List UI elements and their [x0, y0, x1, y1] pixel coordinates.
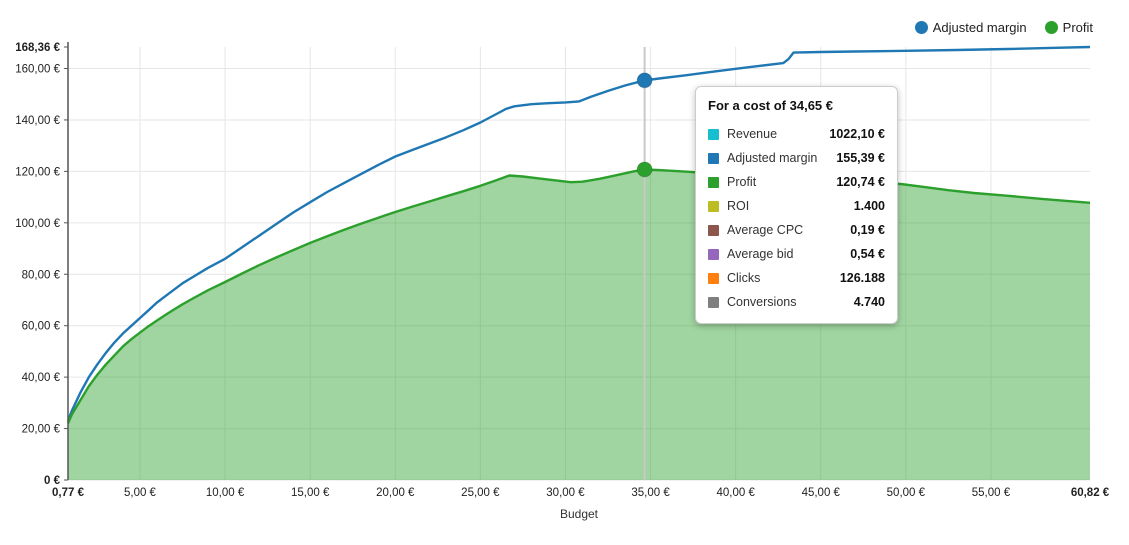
legend-item-adjusted-margin[interactable]: Adjusted margin	[914, 20, 1027, 35]
x-tick-label: 20,00 €	[376, 487, 415, 499]
tooltip-row-label: Average bid	[727, 247, 794, 261]
tooltip-row-label: Adjusted margin	[727, 151, 818, 165]
x-tick-label: 15,00 €	[291, 487, 330, 499]
tooltip-row-average-bid: Average bid 0,54 €	[708, 242, 885, 266]
tooltip-row-value: 155,39 €	[836, 151, 885, 165]
y-tick-label: 120,00 €	[15, 166, 60, 178]
tooltip-row-value: 4.740	[853, 295, 885, 309]
series-swatch-icon	[708, 296, 719, 308]
tooltip-row-label: Conversions	[727, 295, 797, 309]
tooltip-row-profit: Profit 120,74 €	[708, 170, 885, 194]
y-tick-label: 140,00 €	[15, 115, 60, 127]
series-swatch-icon	[708, 176, 719, 188]
x-tick-label: 50,00 €	[887, 487, 926, 499]
tooltip-row-average-cpc: Average CPC 0,19 €	[708, 218, 885, 242]
x-tick-label: 25,00 €	[461, 487, 500, 499]
x-tick-label: 60,82 €	[1071, 487, 1110, 499]
series-line-adjusted-margin	[66, 45, 1091, 422]
tooltip-row-label: Profit	[727, 175, 757, 189]
tooltip-row-revenue: Revenue 1022,10 €	[708, 122, 885, 146]
x-tick-label: 55,00 €	[972, 487, 1011, 499]
series-swatch-icon	[708, 248, 719, 260]
y-tick-label: 100,00 €	[15, 218, 60, 230]
x-tick-label: 30,00 €	[546, 487, 585, 499]
chart-tooltip: For a cost of 34,65 € Revenue 1022,10 € Ad…	[695, 86, 898, 324]
series-swatch-icon	[708, 272, 719, 284]
tooltip-row-roi: ROI 1.400	[708, 194, 885, 218]
marker-profit	[636, 161, 653, 178]
tooltip-row-conversions: Conversions 4.740	[708, 290, 885, 314]
marker-adjusted-margin	[636, 72, 653, 89]
series-area-profit	[68, 169, 1090, 480]
x-tick-label: 10,00 €	[206, 487, 245, 499]
tooltip-row-label: ROI	[727, 199, 750, 213]
x-tick-label: 0,77 €	[52, 487, 85, 499]
tooltip-row-value: 1.400	[853, 199, 885, 213]
tooltip-row-label: Revenue	[727, 127, 778, 141]
legend-label: Adjusted margin	[932, 20, 1027, 35]
y-tick-label: 20,00 €	[22, 424, 61, 436]
x-axis-title: Budget	[560, 507, 599, 521]
y-tick-label: 160,00 €	[15, 64, 60, 76]
legend-dot-icon	[914, 21, 928, 34]
tooltip-row-adjusted-margin: Adjusted margin 155,39 €	[708, 146, 885, 170]
y-tick-label: 60,00 €	[22, 321, 61, 333]
legend-item-profit[interactable]: Profit	[1044, 20, 1093, 35]
x-tick-label: 35,00 €	[631, 487, 670, 499]
x-tick-label: 5,00 €	[124, 487, 157, 499]
legend: Adjusted margin Profit	[914, 20, 1093, 35]
series-swatch-icon	[708, 152, 719, 164]
tooltip-title: For a cost of 34,65 €	[708, 98, 833, 113]
legend-dot-icon	[1044, 21, 1058, 34]
tooltip-row-value: 0,19 €	[850, 223, 885, 237]
tooltip-rows: Revenue 1022,10 € Adjusted margin 155,39 € P…	[708, 122, 885, 314]
y-tick-label: 168,36 €	[15, 42, 60, 54]
series-swatch-icon	[708, 224, 719, 236]
y-tick-label: 0 €	[44, 475, 61, 487]
tooltip-row-value: 0,54 €	[850, 247, 885, 261]
x-tick-label: 45,00 €	[802, 487, 841, 499]
tooltip-row-label: Clicks	[727, 271, 761, 285]
y-tick-label: 80,00 €	[22, 269, 61, 281]
tooltip-row-value: 1022,10 €	[829, 127, 885, 141]
tooltip-row-value: 120,74 €	[836, 175, 885, 189]
tooltip-row-label: Average CPC	[727, 223, 804, 237]
legend-label: Profit	[1062, 20, 1093, 35]
tooltip-row-clicks: Clicks 126.188	[708, 266, 885, 290]
series-swatch-icon	[708, 200, 719, 212]
y-tick-label: 40,00 €	[22, 372, 61, 384]
series-swatch-icon	[708, 128, 719, 140]
x-tick-label: 40,00 €	[716, 487, 755, 499]
tooltip-row-value: 126.188	[839, 271, 885, 285]
